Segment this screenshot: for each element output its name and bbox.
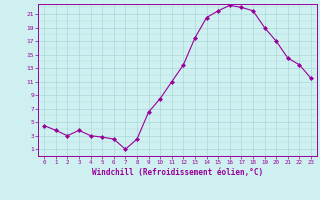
X-axis label: Windchill (Refroidissement éolien,°C): Windchill (Refroidissement éolien,°C) xyxy=(92,168,263,177)
